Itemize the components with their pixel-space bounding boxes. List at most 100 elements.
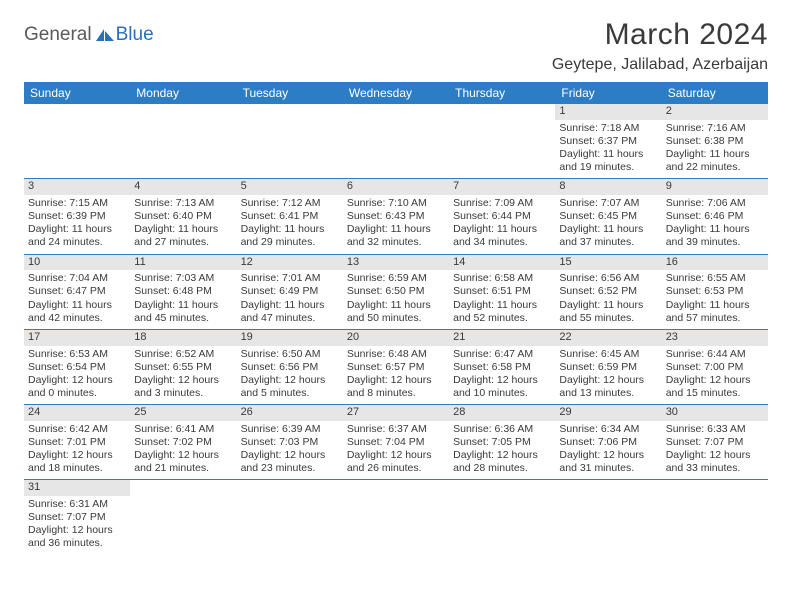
cell-body: Sunrise: 6:44 AMSunset: 7:00 PMDaylight:… <box>662 346 768 405</box>
calendar-cell: 24Sunrise: 6:42 AMSunset: 7:01 PMDayligh… <box>24 405 130 480</box>
calendar-cell: 17Sunrise: 6:53 AMSunset: 6:54 PMDayligh… <box>24 329 130 404</box>
daylight-text: Daylight: 11 hours and 27 minutes. <box>134 223 232 249</box>
daylight-text: Daylight: 11 hours and 47 minutes. <box>241 299 339 325</box>
sunrise-text: Sunrise: 7:07 AM <box>559 197 657 210</box>
sunset-text: Sunset: 6:45 PM <box>559 210 657 223</box>
daylight-text: Daylight: 12 hours and 13 minutes. <box>559 374 657 400</box>
sunset-text: Sunset: 6:39 PM <box>28 210 126 223</box>
sunrise-text: Sunrise: 6:36 AM <box>453 423 551 436</box>
sunset-text: Sunset: 6:44 PM <box>453 210 551 223</box>
calendar-week: 31Sunrise: 6:31 AMSunset: 7:07 PMDayligh… <box>24 480 768 555</box>
day-number: 22 <box>555 330 661 346</box>
sunset-text: Sunset: 7:00 PM <box>666 361 764 374</box>
day-number: 5 <box>237 179 343 195</box>
day-number: 1 <box>555 104 661 120</box>
day-number: 25 <box>130 405 236 421</box>
calendar-cell <box>237 480 343 555</box>
calendar-cell: 1Sunrise: 7:18 AMSunset: 6:37 PMDaylight… <box>555 104 661 179</box>
cell-body: Sunrise: 7:04 AMSunset: 6:47 PMDaylight:… <box>24 270 130 329</box>
calendar-cell <box>343 480 449 555</box>
day-header: Sunday <box>24 82 130 104</box>
calendar-cell: 30Sunrise: 6:33 AMSunset: 7:07 PMDayligh… <box>662 405 768 480</box>
sunrise-text: Sunrise: 7:10 AM <box>347 197 445 210</box>
cell-body: Sunrise: 7:07 AMSunset: 6:45 PMDaylight:… <box>555 195 661 254</box>
calendar-cell: 3Sunrise: 7:15 AMSunset: 6:39 PMDaylight… <box>24 179 130 254</box>
daylight-text: Daylight: 12 hours and 31 minutes. <box>559 449 657 475</box>
sunrise-text: Sunrise: 6:44 AM <box>666 348 764 361</box>
calendar-cell <box>555 480 661 555</box>
day-header: Tuesday <box>237 82 343 104</box>
calendar-cell <box>237 104 343 179</box>
sunset-text: Sunset: 6:38 PM <box>666 135 764 148</box>
sunrise-text: Sunrise: 6:31 AM <box>28 498 126 511</box>
calendar-cell: 28Sunrise: 6:36 AMSunset: 7:05 PMDayligh… <box>449 405 555 480</box>
location-subtitle: Geytepe, Jalilabad, Azerbaijan <box>552 56 768 74</box>
daylight-text: Daylight: 12 hours and 0 minutes. <box>28 374 126 400</box>
day-number: 29 <box>555 405 661 421</box>
daylight-text: Daylight: 11 hours and 34 minutes. <box>453 223 551 249</box>
daylight-text: Daylight: 11 hours and 50 minutes. <box>347 299 445 325</box>
cell-body: Sunrise: 7:03 AMSunset: 6:48 PMDaylight:… <box>130 270 236 329</box>
sunset-text: Sunset: 6:55 PM <box>134 361 232 374</box>
calendar-cell: 22Sunrise: 6:45 AMSunset: 6:59 PMDayligh… <box>555 329 661 404</box>
cell-body: Sunrise: 6:52 AMSunset: 6:55 PMDaylight:… <box>130 346 236 405</box>
day-number: 2 <box>662 104 768 120</box>
logo: General Blue <box>24 24 154 46</box>
calendar-cell: 14Sunrise: 6:58 AMSunset: 6:51 PMDayligh… <box>449 254 555 329</box>
cell-body: Sunrise: 6:31 AMSunset: 7:07 PMDaylight:… <box>24 496 130 555</box>
day-number: 20 <box>343 330 449 346</box>
calendar-table: SundayMondayTuesdayWednesdayThursdayFrid… <box>24 82 768 555</box>
calendar-cell <box>24 104 130 179</box>
daylight-text: Daylight: 12 hours and 21 minutes. <box>134 449 232 475</box>
cell-body: Sunrise: 6:36 AMSunset: 7:05 PMDaylight:… <box>449 421 555 480</box>
daylight-text: Daylight: 11 hours and 29 minutes. <box>241 223 339 249</box>
day-number: 3 <box>24 179 130 195</box>
sunrise-text: Sunrise: 7:01 AM <box>241 272 339 285</box>
sunset-text: Sunset: 7:03 PM <box>241 436 339 449</box>
sunset-text: Sunset: 6:50 PM <box>347 285 445 298</box>
cell-body: Sunrise: 7:18 AMSunset: 6:37 PMDaylight:… <box>555 120 661 179</box>
sunrise-text: Sunrise: 6:37 AM <box>347 423 445 436</box>
daylight-text: Daylight: 12 hours and 8 minutes. <box>347 374 445 400</box>
cell-body: Sunrise: 6:45 AMSunset: 6:59 PMDaylight:… <box>555 346 661 405</box>
calendar-cell: 19Sunrise: 6:50 AMSunset: 6:56 PMDayligh… <box>237 329 343 404</box>
logo-sail-icon <box>94 27 116 43</box>
calendar-week: 3Sunrise: 7:15 AMSunset: 6:39 PMDaylight… <box>24 179 768 254</box>
cell-body: Sunrise: 6:59 AMSunset: 6:50 PMDaylight:… <box>343 270 449 329</box>
calendar-cell: 9Sunrise: 7:06 AMSunset: 6:46 PMDaylight… <box>662 179 768 254</box>
daylight-text: Daylight: 11 hours and 22 minutes. <box>666 148 764 174</box>
calendar-cell: 27Sunrise: 6:37 AMSunset: 7:04 PMDayligh… <box>343 405 449 480</box>
sunset-text: Sunset: 7:02 PM <box>134 436 232 449</box>
daylight-text: Daylight: 12 hours and 36 minutes. <box>28 524 126 550</box>
sunrise-text: Sunrise: 6:59 AM <box>347 272 445 285</box>
daylight-text: Daylight: 11 hours and 57 minutes. <box>666 299 764 325</box>
day-number: 12 <box>237 255 343 271</box>
calendar-cell: 4Sunrise: 7:13 AMSunset: 6:40 PMDaylight… <box>130 179 236 254</box>
day-number: 19 <box>237 330 343 346</box>
day-header: Friday <box>555 82 661 104</box>
cell-body: Sunrise: 6:53 AMSunset: 6:54 PMDaylight:… <box>24 346 130 405</box>
sunset-text: Sunset: 6:52 PM <box>559 285 657 298</box>
daylight-text: Daylight: 12 hours and 18 minutes. <box>28 449 126 475</box>
calendar-cell <box>449 104 555 179</box>
sunset-text: Sunset: 6:41 PM <box>241 210 339 223</box>
day-header: Wednesday <box>343 82 449 104</box>
calendar-cell: 13Sunrise: 6:59 AMSunset: 6:50 PMDayligh… <box>343 254 449 329</box>
sunrise-text: Sunrise: 7:03 AM <box>134 272 232 285</box>
day-number: 21 <box>449 330 555 346</box>
sunset-text: Sunset: 7:05 PM <box>453 436 551 449</box>
day-number: 6 <box>343 179 449 195</box>
calendar-cell: 23Sunrise: 6:44 AMSunset: 7:00 PMDayligh… <box>662 329 768 404</box>
calendar-cell: 25 Sunrise: 6:41 AMSunset: 7:02 PMDayligh… <box>130 405 236 480</box>
sunrise-text: Sunrise: 6:41 AM <box>134 423 232 436</box>
sunrise-text: Sunrise: 6:48 AM <box>347 348 445 361</box>
daylight-text: Daylight: 11 hours and 45 minutes. <box>134 299 232 325</box>
calendar-cell: 11Sunrise: 7:03 AMSunset: 6:48 PMDayligh… <box>130 254 236 329</box>
calendar-cell <box>130 480 236 555</box>
calendar-cell <box>662 480 768 555</box>
sunrise-text: Sunrise: 7:04 AM <box>28 272 126 285</box>
sunset-text: Sunset: 6:57 PM <box>347 361 445 374</box>
day-number: 24 <box>24 405 130 421</box>
daylight-text: Daylight: 12 hours and 3 minutes. <box>134 374 232 400</box>
calendar-cell: 5Sunrise: 7:12 AMSunset: 6:41 PMDaylight… <box>237 179 343 254</box>
